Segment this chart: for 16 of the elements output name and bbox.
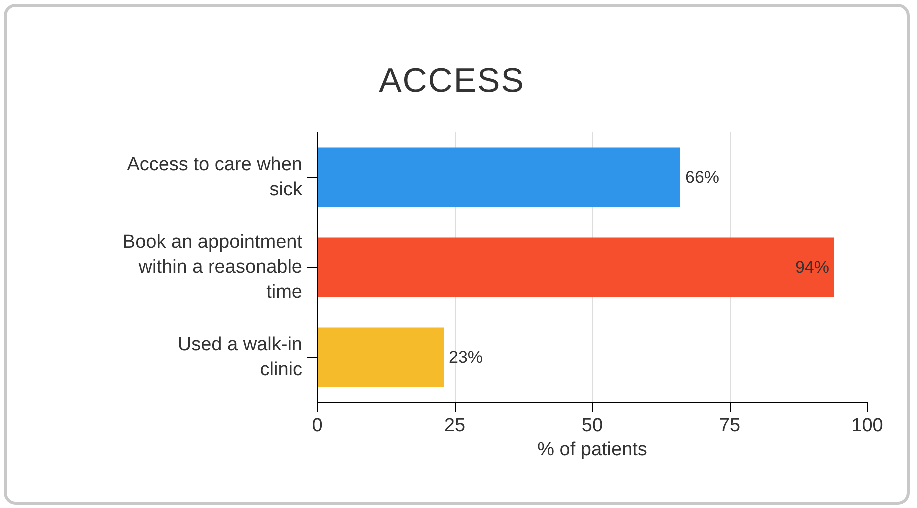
bar xyxy=(318,148,680,208)
chart-title: ACCESS xyxy=(379,61,525,102)
x-tick-label: 50 xyxy=(582,416,604,436)
x-tick-label: 100 xyxy=(852,416,884,436)
x-tick-label: 0 xyxy=(312,416,323,436)
x-axis-title: % of patients xyxy=(538,440,648,460)
bar xyxy=(318,238,834,298)
y-tick-label: Book an appointment within a reasonable time xyxy=(122,232,304,304)
y-tick-label: Used a walk-in clinic xyxy=(178,334,303,381)
x-tick-label: 75 xyxy=(719,416,741,436)
data-label: 66% xyxy=(686,168,720,187)
data-label: 23% xyxy=(449,348,484,367)
y-tick-label: Access to care when sick xyxy=(127,154,303,201)
x-tick-label: 25 xyxy=(444,416,466,436)
data-label: 94% xyxy=(795,258,830,277)
bar xyxy=(318,328,444,388)
